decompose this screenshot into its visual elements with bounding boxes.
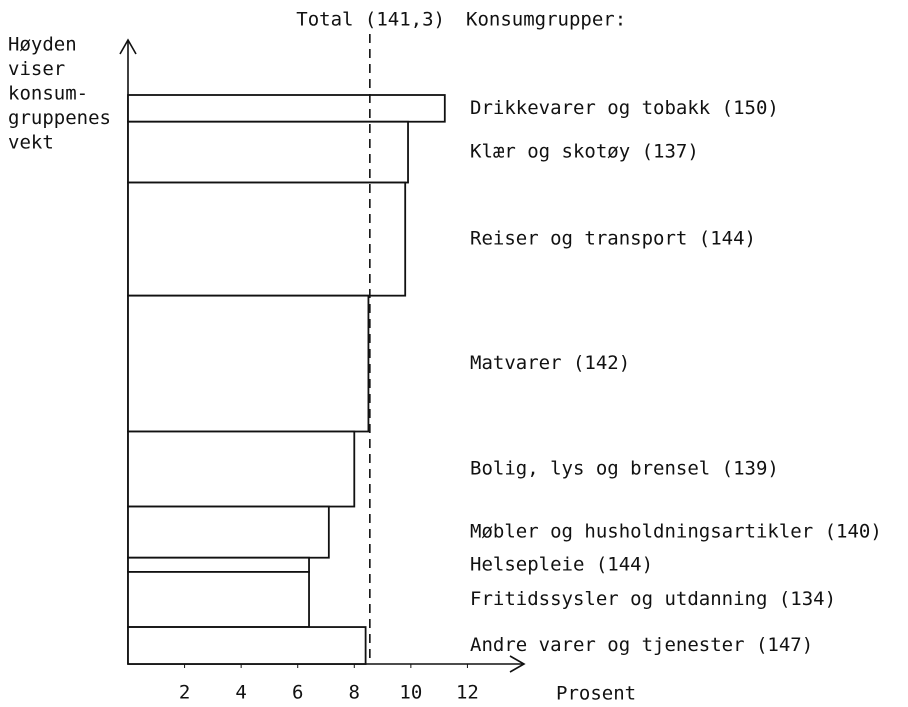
x-tick-label: 10 [399,682,422,704]
category-label: Møbler og husholdningsartikler (140) [470,521,882,543]
category-label: Fritidssysler og utdanning (134) [470,588,836,610]
bar [127,94,446,123]
y-axis-label: konsum- [8,83,88,105]
bar [127,120,409,184]
x-tick-label: 4 [235,682,246,704]
bar [127,181,407,297]
bar [127,430,356,508]
category-label: Drikkevarer og tobakk (150) [470,97,779,119]
x-tick-label: 12 [456,682,479,704]
bar [127,571,310,628]
category-label: Reiser og transport (144) [470,228,756,250]
y-axis-label: vekt [8,132,54,154]
x-tick-label: 6 [292,682,303,704]
bar [127,505,330,559]
category-label: Klær og skotøy (137) [470,141,699,163]
category-label: Matvarer (142) [470,352,630,374]
x-axis-arrow [509,655,526,673]
y-axis-label: viser [8,58,65,80]
x-tick-label: 8 [349,682,360,704]
y-axis-label: Høyden [8,34,77,56]
category-label: Bolig, lys og brensel (139) [470,458,779,480]
x-axis-label: Prosent [556,683,636,705]
x-tick-label: 2 [179,682,190,704]
y-axis-label: gruppenes [8,107,111,129]
legend-title: Konsumgrupper: [466,9,626,31]
bar [127,626,367,665]
y-axis-arrow [119,38,137,55]
bar [127,294,370,433]
category-label: Helsepleie (144) [470,553,653,575]
total-label: Total (141,3) [296,9,445,31]
bar [127,556,310,573]
category-label: Andre varer og tjenester (147) [470,634,813,656]
